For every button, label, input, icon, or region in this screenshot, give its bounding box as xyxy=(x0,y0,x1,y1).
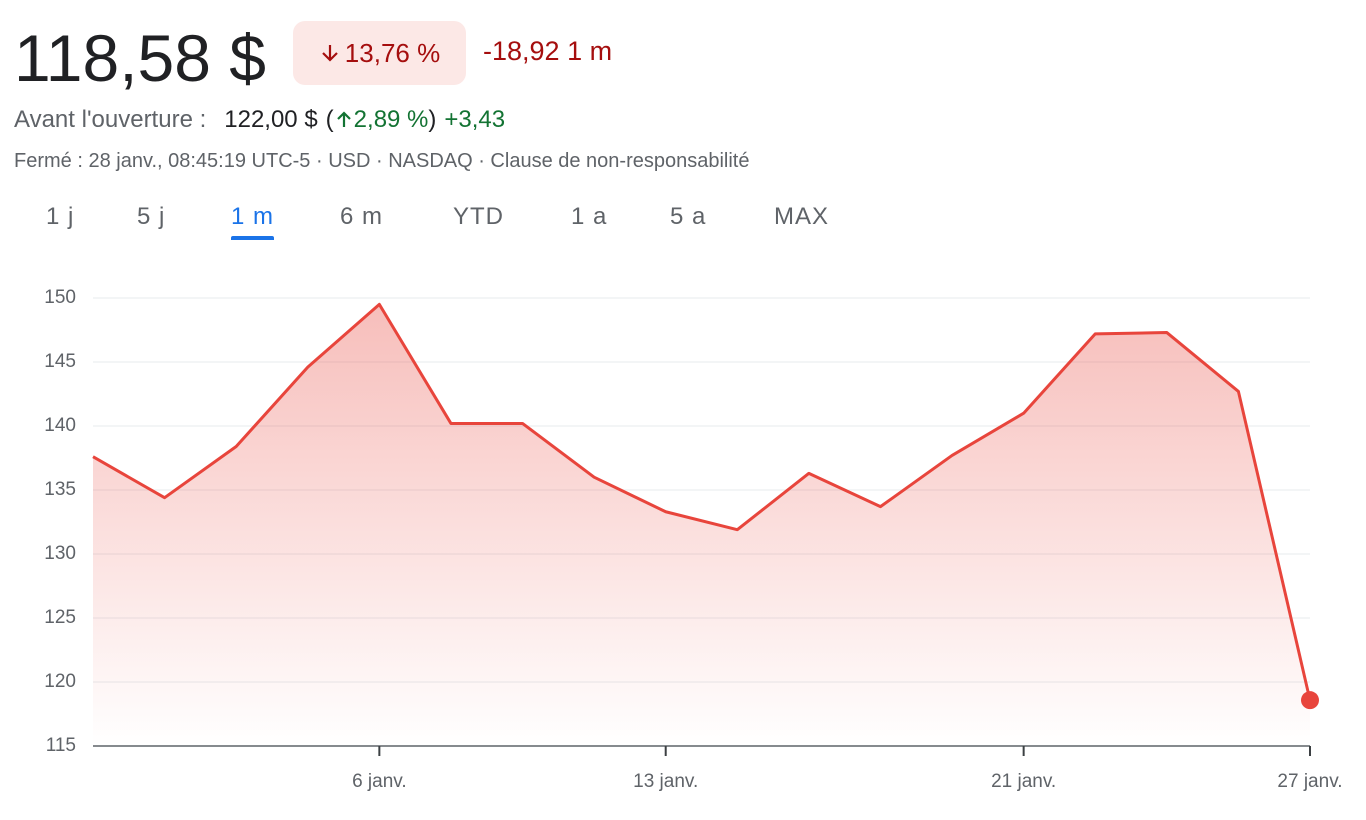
x-tick-label: 13 janv. xyxy=(633,771,698,792)
range-tab[interactable]: YTD xyxy=(453,203,504,230)
status: Fermé : 28 janv., 08:45:19 UTC-5 · USD ·… xyxy=(14,150,750,172)
premarket-abs: +3,43 xyxy=(444,106,506,133)
premarket-price: 122,00 $ xyxy=(224,106,318,133)
range-tab[interactable]: 1 j xyxy=(46,203,75,230)
x-tick-label: 6 janv. xyxy=(352,771,407,792)
range-tab[interactable]: 1 m xyxy=(231,203,275,230)
line xyxy=(92,302,1312,701)
paren: ) xyxy=(428,106,437,133)
active-underline xyxy=(231,236,274,240)
y-tick-label: 125 xyxy=(44,607,76,628)
down-arrow xyxy=(322,45,338,62)
y-tick-label: 150 xyxy=(44,287,76,308)
up-arrow xyxy=(336,111,351,127)
range-tab[interactable]: 1 a xyxy=(571,203,608,230)
area xyxy=(93,304,1310,746)
y-tick-label: 140 xyxy=(44,415,76,436)
change-abs: -18,92 1 m xyxy=(483,36,612,67)
y-tick-label: 115 xyxy=(46,735,76,756)
x-tick-label: 21 janv. xyxy=(991,771,1056,792)
y-tick-label: 135 xyxy=(44,479,76,500)
premarket-label: Avant l'ouverture : xyxy=(14,106,207,133)
range-tab[interactable]: MAX xyxy=(774,203,830,230)
change-badge: 13,76 % xyxy=(293,21,466,85)
change-value: -18,92 xyxy=(483,36,560,66)
y-tick-label: 120 xyxy=(44,671,76,692)
premarket-pct: 2,89 % xyxy=(353,106,429,133)
end-dot xyxy=(1301,691,1319,710)
range-tab[interactable]: 6 m xyxy=(340,203,384,230)
x-tick-label: 27 janv. xyxy=(1277,771,1342,792)
change-pct: 13,76 % xyxy=(344,37,441,68)
price: 118,58 $ xyxy=(14,21,267,95)
period: 1 m xyxy=(567,36,613,66)
range-tab[interactable]: 5 j xyxy=(137,203,166,230)
y-tick-label: 145 xyxy=(44,351,76,372)
range-tab[interactable]: 5 a xyxy=(670,203,707,230)
y-tick-label: 130 xyxy=(44,543,76,564)
paren: ( xyxy=(325,106,334,133)
premarket: Avant l'ouverture : 122,00 $ ( 2,89 %) +… xyxy=(14,106,505,134)
